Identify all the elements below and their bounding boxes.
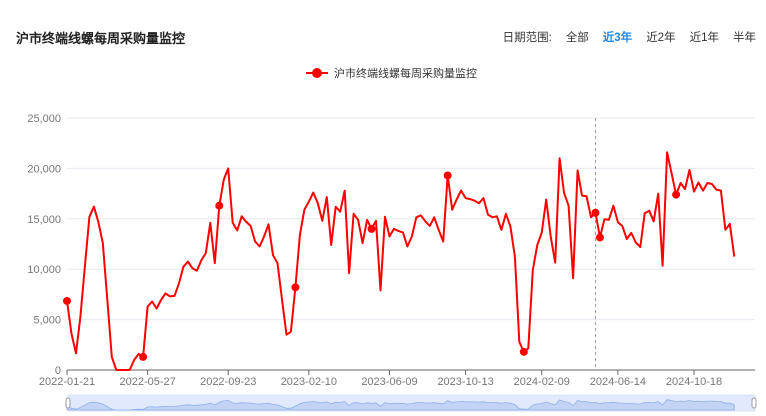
data-point-marker xyxy=(672,190,681,199)
x-tick-label: 2024-02-09 xyxy=(514,376,570,388)
range-option-all[interactable]: 全部 xyxy=(565,32,589,44)
x-tick-label: 2024-06-14 xyxy=(590,376,646,388)
data-point-marker xyxy=(443,171,452,180)
data-point-marker xyxy=(519,347,528,356)
data-point-marker xyxy=(291,283,300,292)
x-tick-label: 2023-02-10 xyxy=(281,376,337,388)
x-tick-label: 2022-01-21 xyxy=(39,376,95,388)
x-tick-label: 2023-06-09 xyxy=(361,376,417,388)
slider-preview-area xyxy=(66,399,735,411)
y-tick-label: 10,000 xyxy=(27,264,61,276)
series-line xyxy=(66,151,736,371)
range-option-2y[interactable]: 近2年 xyxy=(646,32,676,44)
y-tick-label: 20,000 xyxy=(27,163,61,175)
data-point-marker xyxy=(591,208,600,217)
date-range-selector: 日期范围: 全部 近3年 近2年 近1年 半年 xyxy=(503,29,756,45)
y-tick-label: 25,000 xyxy=(27,113,61,125)
y-tick-label: 5,000 xyxy=(33,315,61,327)
x-tick-label: 2023-10-13 xyxy=(437,376,493,388)
y-tick-label: 0 xyxy=(55,365,61,377)
slider-right-handle[interactable] xyxy=(751,397,757,409)
data-zoom-slider[interactable] xyxy=(65,394,757,412)
y-tick-label: 15,000 xyxy=(27,214,61,226)
range-option-half-year[interactable]: 半年 xyxy=(733,32,756,44)
slider-left-handle[interactable] xyxy=(65,397,71,409)
legend[interactable]: 沪市终端线螺每周采购量监控 xyxy=(306,66,477,80)
range-option-3y[interactable]: 近3年 xyxy=(602,32,633,44)
data-point-marker xyxy=(63,296,71,305)
x-tick-label: 2022-05-27 xyxy=(119,376,175,388)
x-tick-label: 2022-09-23 xyxy=(200,376,256,388)
x-tick-label: 2024-10-18 xyxy=(666,376,722,388)
data-point-marker xyxy=(139,352,148,361)
legend-marker-icon xyxy=(312,68,322,78)
data-point-marker xyxy=(595,233,604,242)
data-point-marker xyxy=(367,224,376,233)
date-range-label: 日期范围: xyxy=(502,32,552,44)
data-point-marker xyxy=(215,201,224,210)
legend-label: 沪市终端线螺每周采购量监控 xyxy=(334,66,477,80)
range-option-1y[interactable]: 近1年 xyxy=(689,32,719,44)
page-title: 沪市终端线螺每周采购量监控 xyxy=(16,31,186,46)
